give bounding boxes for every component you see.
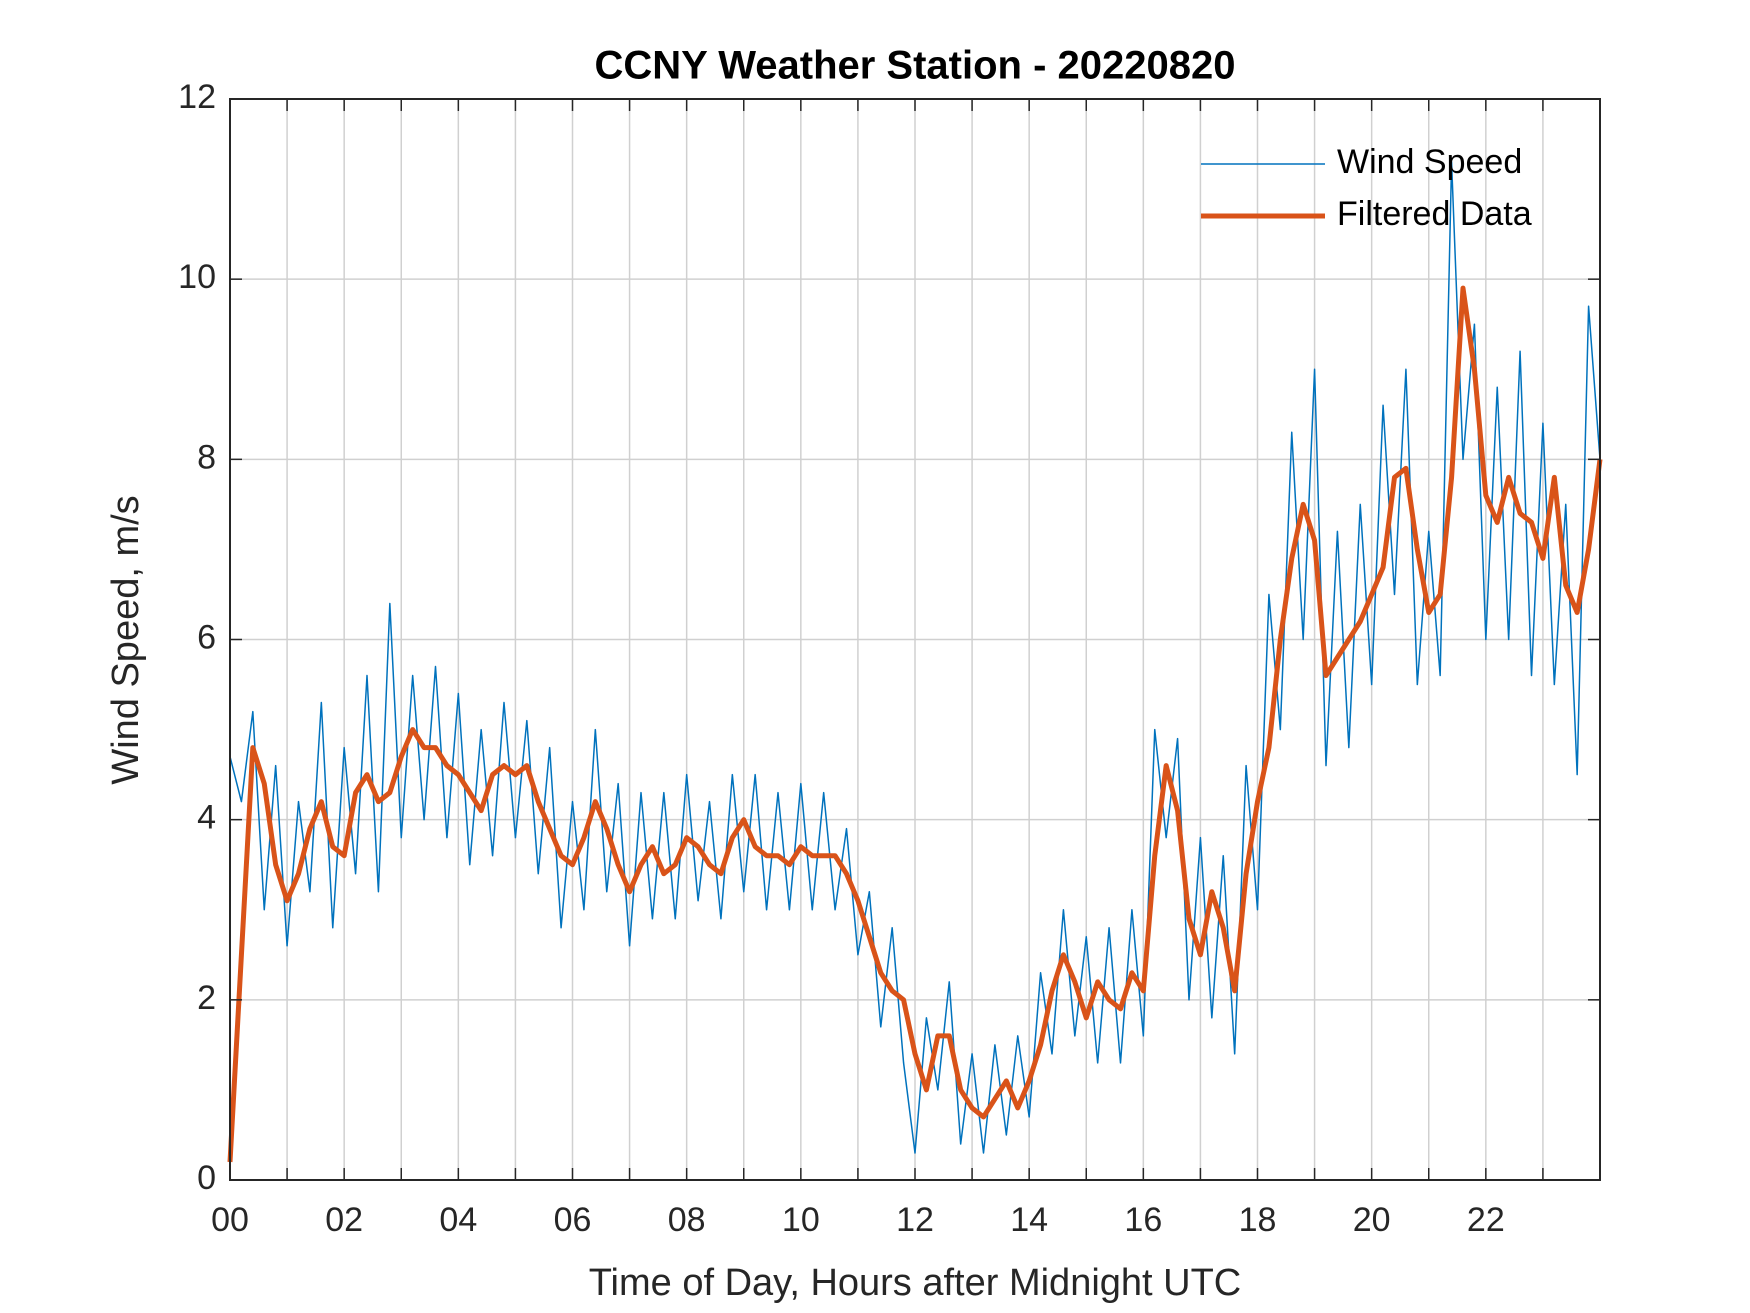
x-tick-label: 22 [1467, 1201, 1505, 1239]
legend-label: Wind Speed [1337, 143, 1522, 181]
y-tick-label: 12 [178, 78, 216, 116]
x-tick-label: 20 [1353, 1201, 1391, 1239]
x-axis-label: Time of Day, Hours after Midnight UTC [589, 1262, 1242, 1304]
y-axis-label: Wind Speed, m/s [105, 495, 147, 784]
x-tick-label: 00 [211, 1201, 249, 1239]
data-line [227, 285, 1603, 1163]
x-tick-label: 04 [439, 1201, 477, 1239]
x-tick-label: 12 [896, 1201, 934, 1239]
x-tick-label: 06 [554, 1201, 592, 1239]
y-tick-label: 10 [178, 258, 216, 296]
chart-title: CCNY Weather Station - 20220820 [595, 44, 1236, 88]
legend-label: Filtered Data [1337, 195, 1532, 233]
x-tick-label: 18 [1239, 1201, 1277, 1239]
y-tick-label: 8 [197, 438, 216, 476]
x-tick-label: 16 [1124, 1201, 1162, 1239]
x-tick-label: 08 [668, 1201, 706, 1239]
x-tick-label: 10 [782, 1201, 820, 1239]
y-tick-label: 2 [197, 979, 216, 1017]
x-tick-label: 14 [1010, 1201, 1048, 1239]
x-tick-label: 02 [325, 1201, 363, 1239]
y-tick-label: 6 [197, 618, 216, 656]
y-tick-label: 4 [197, 799, 216, 837]
y-tick-label: 0 [197, 1159, 216, 1197]
data-line [229, 161, 1601, 1154]
